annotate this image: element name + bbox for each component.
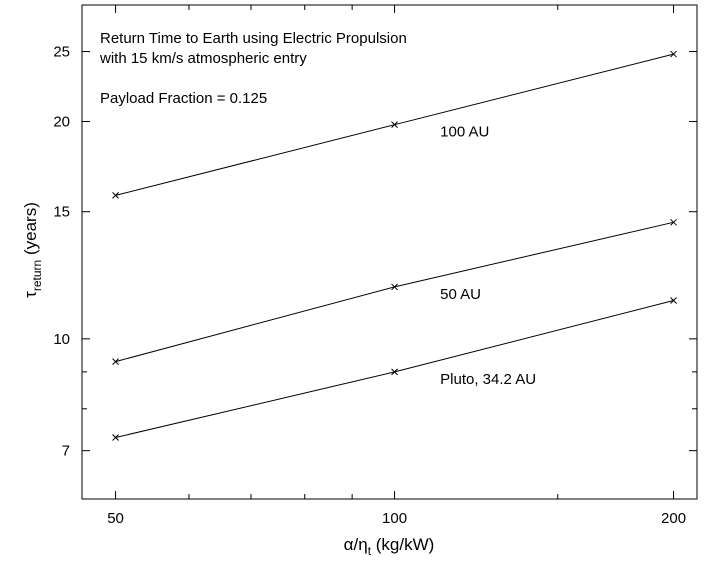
data-point <box>670 50 677 58</box>
data-point <box>670 297 677 304</box>
x-axis-label: α/ηt (kg/kW) <box>344 535 435 558</box>
y-tick-label: 7 <box>62 443 70 460</box>
series-labels-group: 100 AU 50 AU Pluto, 34.2 AU <box>440 124 536 388</box>
y-tick-label: 25 <box>53 44 70 61</box>
data-point <box>112 192 119 199</box>
chart-title-line-2: with 15 km/s atmospheric entry <box>99 50 307 67</box>
chart-subtitle: Payload Fraction = 0.125 <box>100 90 267 107</box>
data-point <box>112 358 119 365</box>
markers-group <box>112 50 677 441</box>
series-label: 100 AU <box>440 124 489 141</box>
tick-labels-group: 50 100 200 7 10 15 20 25 <box>53 44 686 527</box>
ticks-group <box>82 5 697 499</box>
series-label: 50 AU <box>440 286 481 303</box>
x-tick-label: 200 <box>661 510 686 527</box>
x-tick-label: 50 <box>107 510 124 527</box>
plot-frame <box>81 4 698 500</box>
y-tick-label: 15 <box>53 204 70 221</box>
y-axis-label: τreturn (years) <box>21 202 44 298</box>
annotations-group: Return Time to Earth using Electric Prop… <box>99 30 407 107</box>
data-point <box>391 368 398 376</box>
y-tick-label: 10 <box>53 331 70 348</box>
data-point <box>670 218 677 226</box>
data-point <box>391 283 398 291</box>
x-tick-label: 100 <box>382 510 407 527</box>
data-point <box>391 121 398 129</box>
y-tick-label: 20 <box>53 114 70 131</box>
series-label: Pluto, 34.2 AU <box>440 371 536 388</box>
data-point <box>112 434 119 441</box>
chart-title-line-1: Return Time to Earth using Electric Prop… <box>100 30 407 47</box>
